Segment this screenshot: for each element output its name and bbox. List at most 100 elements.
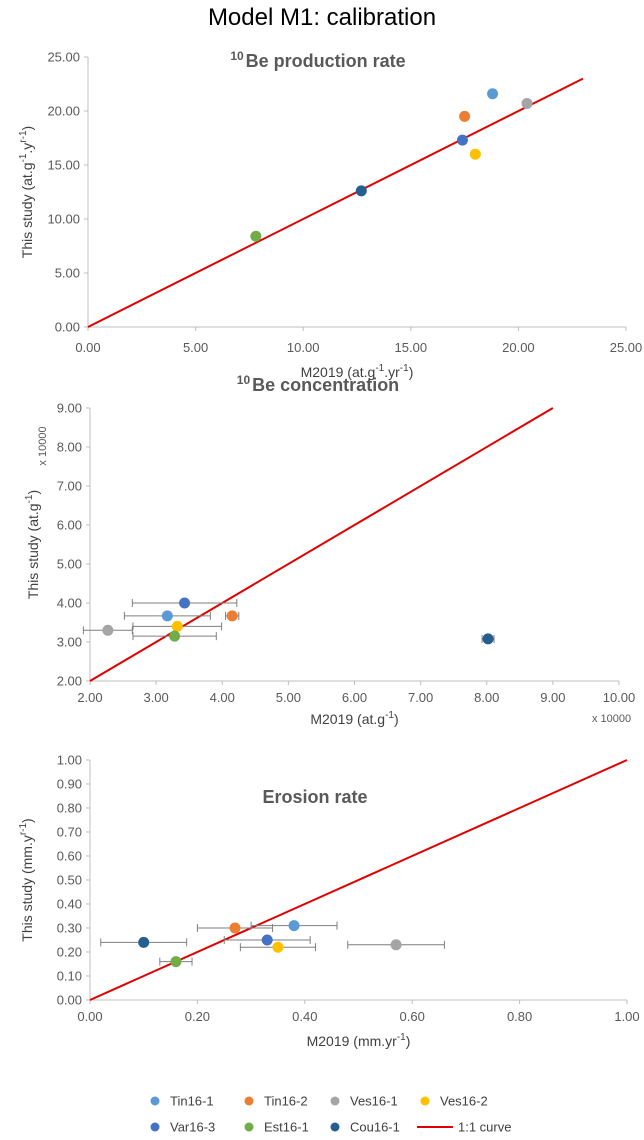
y-tick-label: 0.70	[57, 825, 82, 840]
y-tick-label: 0.50	[57, 873, 82, 888]
y-tick-label: 10.00	[47, 212, 80, 227]
data-point-var16-3	[456, 134, 468, 146]
one-to-one-line	[89, 407, 554, 682]
y-axis-label: This study (at.g-1)	[24, 490, 41, 599]
y-tick-label: 5.00	[57, 557, 82, 572]
data-point-est16-1	[250, 230, 262, 242]
y-axis-label: This study (mm.yr-1)	[18, 818, 35, 941]
data-point-ves16-2	[469, 148, 481, 160]
data-point-tin16-1	[161, 610, 173, 622]
legend: Tin16-1 Tin16-2 Ves16-1 Ves16-2 Var16-3 Est16…	[150, 1094, 511, 1135]
y-multiplier-label: x 10000	[37, 426, 49, 465]
data-point-var16-3	[261, 934, 273, 946]
data-point-cou16-1	[138, 936, 150, 948]
erosion-rate-chart: 0.00 0.10 0.20 0.30 0.40 0.50 0.60 0.70 0.80 0.90…	[18, 753, 640, 1050]
x-tick-label: 4.00	[210, 690, 235, 705]
x-tick-label: 1.00	[614, 1009, 639, 1024]
x-tick-label: 15.00	[395, 340, 428, 355]
x-tick-label: 2.00	[77, 690, 102, 705]
figure-title: Model M1: calibration	[207, 4, 437, 31]
legend-marker-swatch	[244, 1096, 254, 1106]
one-to-one-line	[87, 77, 584, 328]
legend-item: Var16-3	[150, 1120, 215, 1135]
x-axis-label: M2019 (mm.yr-1)	[307, 1032, 411, 1049]
y-tick-label: 8.00	[57, 440, 82, 455]
x-tick-label: 0.00	[75, 340, 100, 355]
y-tick-label: 0.60	[57, 849, 82, 864]
x-tick-label: 10.00	[287, 340, 320, 355]
y-axis-label: This study (at.g-1.yr-1)	[18, 126, 35, 258]
y-tick-label: 5.00	[55, 266, 80, 281]
y-tick-label: 4.00	[57, 596, 82, 611]
y-tick-label: 0.00	[57, 993, 82, 1008]
y-tick-label: 20.00	[47, 104, 80, 119]
data-point-ves16-1	[102, 624, 114, 636]
data-point-est16-1	[169, 630, 181, 642]
legend-item: Est16-1	[244, 1120, 309, 1135]
data-point-est16-1	[170, 956, 182, 968]
legend-label: 1:1 curve	[458, 1120, 511, 1135]
legend-item: Tin16-1	[150, 1094, 214, 1109]
panel-title: 10 Be concentration	[237, 373, 399, 395]
y-tick-label: 15.00	[47, 158, 80, 173]
legend-marker-swatch	[244, 1122, 254, 1132]
x-tick-label: 5.00	[276, 690, 301, 705]
legend-label: Ves16-2	[440, 1094, 488, 1109]
data-point-ves16-1	[390, 939, 402, 951]
y-tick-label: 0.40	[57, 897, 82, 912]
y-tick-label: 25.00	[47, 50, 80, 65]
legend-marker-swatch	[330, 1122, 340, 1132]
legend-marker-swatch	[150, 1096, 160, 1106]
x-axis-label: M2019 (at.g-1)	[310, 710, 398, 727]
x-tick-label: 0.20	[185, 1009, 210, 1024]
x-tick-label: 0.40	[292, 1009, 317, 1024]
legend-label: Est16-1	[264, 1120, 309, 1135]
y-tick-label: 0.20	[57, 945, 82, 960]
data-point-cou16-1	[355, 185, 367, 197]
legend-item: Tin16-2	[244, 1094, 308, 1109]
legend-item: 1:1 curve	[417, 1120, 511, 1135]
y-tick-label: 0.30	[57, 921, 82, 936]
x-multiplier-label: x 10000	[592, 713, 631, 725]
legend-label: Tin16-1	[170, 1094, 214, 1109]
x-tick-label: 7.00	[408, 690, 433, 705]
legend-marker-swatch	[150, 1122, 160, 1132]
legend-item: Ves16-2	[420, 1094, 488, 1109]
legend-label: Tin16-2	[264, 1094, 308, 1109]
y-tick-label: 1.00	[57, 753, 82, 768]
x-tick-label: 8.00	[474, 690, 499, 705]
x-tick-label: 9.00	[540, 690, 565, 705]
data-point-ves16-1	[521, 97, 533, 109]
data-point-tin16-1	[487, 88, 499, 100]
legend-label: Var16-3	[170, 1120, 215, 1135]
y-tick-label: 0.80	[57, 801, 82, 816]
x-tick-label: 3.00	[143, 690, 168, 705]
legend-label: Ves16-1	[350, 1094, 398, 1109]
data-point-tin16-1	[288, 920, 300, 932]
data-point-ves16-2	[272, 941, 284, 953]
y-tick-label: 0.00	[55, 320, 80, 335]
y-tick-label: 3.00	[57, 635, 82, 650]
legend-marker-swatch	[330, 1096, 340, 1106]
y-tick-label: 9.00	[57, 401, 82, 416]
x-tick-label: 20.00	[502, 340, 535, 355]
y-tick-label: 6.00	[57, 518, 82, 533]
x-axis-label: M2019 (at.g-1.yr-1)	[301, 363, 414, 380]
data-point-tin16-2	[226, 610, 238, 622]
y-tick-label: 0.10	[57, 969, 82, 984]
legend-item: Ves16-1	[330, 1094, 398, 1109]
panel-title: Erosion rate	[262, 787, 367, 807]
legend-label: Cou16-1	[350, 1120, 400, 1135]
data-point-var16-3	[179, 597, 191, 609]
x-tick-label: 5.00	[183, 340, 208, 355]
y-tick-label: 0.90	[57, 777, 82, 792]
panel-title: 10 Be production rate	[230, 49, 405, 71]
y-tick-label: 2.00	[57, 674, 82, 689]
data-point-tin16-2	[229, 922, 241, 934]
data-point-ves16-2	[171, 620, 183, 632]
x-tick-label: 25.00	[610, 340, 643, 355]
x-tick-label: 0.80	[507, 1009, 532, 1024]
x-tick-label: 0.60	[400, 1009, 425, 1024]
x-tick-label: 10.00	[603, 690, 636, 705]
